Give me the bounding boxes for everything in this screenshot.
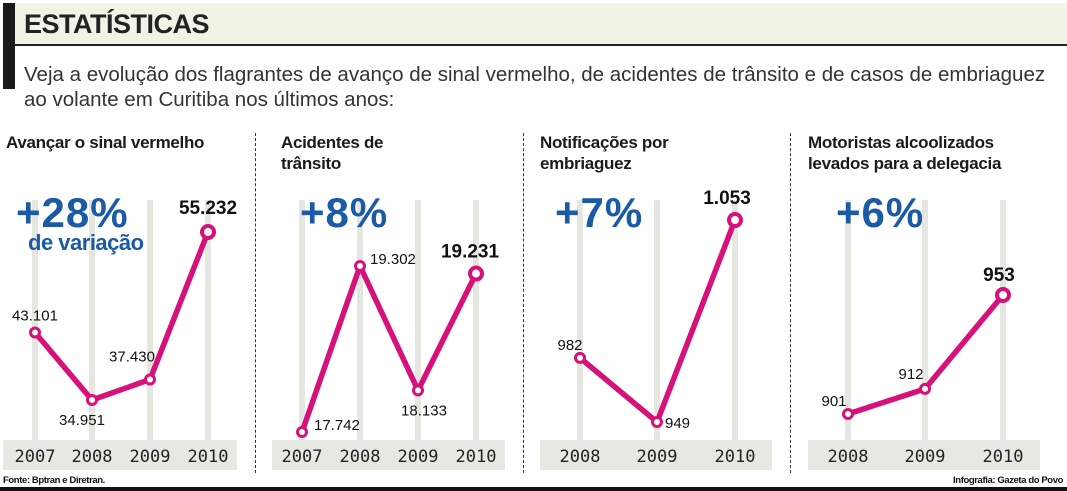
gridline xyxy=(577,200,583,440)
data-point xyxy=(842,408,854,420)
gridline xyxy=(205,200,211,440)
bottom-rule xyxy=(0,487,1067,491)
header-accent-bar xyxy=(3,3,15,89)
year-label: 2009 xyxy=(637,447,678,467)
data-point xyxy=(144,373,156,386)
gridline xyxy=(147,200,153,440)
gridline xyxy=(357,200,363,440)
data-label: 55.232 xyxy=(179,198,237,219)
credit-note: Infografia: Gazeta do Povo xyxy=(953,475,1063,486)
source-note: Fonte: Bptran e Diretran. xyxy=(3,475,105,486)
data-point xyxy=(86,394,98,406)
year-band xyxy=(540,440,772,470)
year-label: 2008 xyxy=(340,447,381,467)
gridline xyxy=(1000,200,1006,440)
data-point xyxy=(412,384,424,397)
year-label: 2008 xyxy=(72,447,113,467)
data-point xyxy=(919,382,931,395)
gridline xyxy=(32,200,38,440)
series-line xyxy=(299,263,479,433)
data-label: 37.430 xyxy=(109,348,155,365)
gridline xyxy=(922,200,928,440)
panel-divider xyxy=(790,133,791,473)
change-sinal: +28% xyxy=(16,189,129,236)
intro-text: Veja a evolução dos flagrantes de avanço… xyxy=(24,63,1046,111)
data-point xyxy=(29,326,41,339)
year-label: 2008 xyxy=(828,447,869,467)
change-motoristas: +6% xyxy=(836,189,925,236)
data-label: 1.053 xyxy=(703,188,751,209)
series-line xyxy=(32,230,211,403)
data-label: 18.133 xyxy=(401,402,447,419)
year-label: 2009 xyxy=(905,447,946,467)
year-label: 2010 xyxy=(456,447,497,467)
gridline xyxy=(732,200,738,440)
data-label: 17.742 xyxy=(314,417,360,434)
data-point xyxy=(468,265,484,282)
panel-divider xyxy=(523,133,524,473)
data-label: 901 xyxy=(821,393,846,410)
data-label: 982 xyxy=(557,337,582,354)
data-point xyxy=(995,287,1011,303)
data-point xyxy=(200,224,216,240)
year-label: 2008 xyxy=(560,447,601,467)
year-label: 2009 xyxy=(398,447,439,467)
data-point xyxy=(354,260,366,272)
year-band xyxy=(3,440,237,470)
year-label: 2009 xyxy=(130,447,171,467)
panel-divider xyxy=(255,133,256,473)
section-header: ESTATÍSTICAS xyxy=(14,3,1067,46)
data-label: 19.231 xyxy=(441,242,500,263)
panel-title-acidentes: Acidentes de trânsito xyxy=(281,133,384,173)
data-label: 19.302 xyxy=(370,251,416,268)
gridline xyxy=(654,200,660,440)
panel-title-notificacoes: Notificações por embriaguez xyxy=(540,133,669,173)
gridline xyxy=(845,200,851,440)
change-acidentes: +8% xyxy=(300,189,389,236)
year-label: 2010 xyxy=(715,447,756,467)
panel-title-sinal: Avançar o sinal vermelho xyxy=(6,133,205,152)
year-label: 2007 xyxy=(15,447,56,467)
gridline xyxy=(415,200,421,440)
panel-title-motoristas: Motoristas alcoolizados levados para a d… xyxy=(808,133,1002,173)
gridline xyxy=(473,200,479,440)
data-point xyxy=(574,351,586,364)
data-label: 34.951 xyxy=(59,412,105,429)
section-title: ESTATÍSTICAS xyxy=(24,9,210,39)
year-label: 2010 xyxy=(983,447,1024,467)
data-point xyxy=(296,426,308,438)
data-point xyxy=(651,416,663,428)
gridline xyxy=(89,200,95,440)
data-label: 43.101 xyxy=(12,307,58,324)
year-band xyxy=(272,440,505,470)
data-point xyxy=(727,212,743,228)
gridline xyxy=(299,200,305,440)
data-label: 949 xyxy=(665,415,690,432)
year-band xyxy=(808,440,1040,470)
year-label: 2007 xyxy=(282,447,323,467)
year-label: 2010 xyxy=(188,447,229,467)
data-label: 953 xyxy=(983,265,1015,286)
data-label: 912 xyxy=(898,366,923,383)
change-note-sinal: de variação xyxy=(28,230,144,255)
change-notificacoes: +7% xyxy=(555,189,644,236)
